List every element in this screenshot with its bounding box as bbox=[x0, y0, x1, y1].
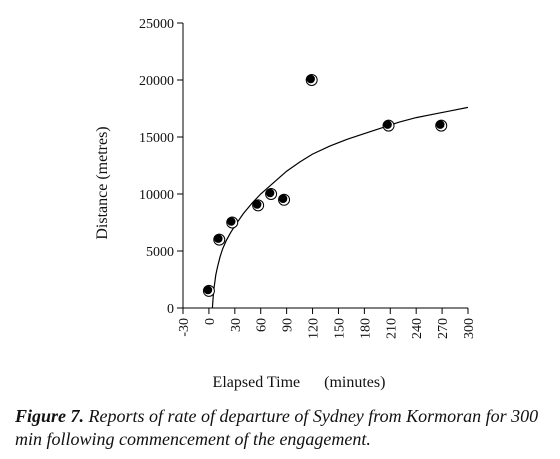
y-tick-label: 15000 bbox=[139, 131, 174, 146]
x-tick-label: 60 bbox=[255, 318, 270, 332]
data-point bbox=[203, 285, 213, 295]
x-tick-label: 240 bbox=[410, 318, 425, 339]
x-tick-label: 150 bbox=[332, 318, 347, 339]
caption-text: Reports of rate of departure of Sydney f… bbox=[15, 406, 539, 449]
data-point bbox=[278, 194, 288, 203]
x-tick-label: 120 bbox=[307, 318, 322, 339]
x-tick-label: 270 bbox=[436, 318, 451, 339]
y-tick-label: 25000 bbox=[139, 17, 174, 32]
x-tick-label: 90 bbox=[281, 318, 296, 332]
x-tick-label: 180 bbox=[358, 318, 373, 339]
x-tick-label: -30 bbox=[177, 318, 192, 337]
x-tick-label: 210 bbox=[384, 318, 399, 339]
y-tick-label: 10000 bbox=[139, 188, 174, 203]
x-tick-label: 300 bbox=[462, 318, 477, 339]
data-point bbox=[252, 200, 262, 209]
x-tick-label: 0 bbox=[203, 318, 218, 325]
x-axis-label: Elapsed Time (minutes) bbox=[213, 374, 386, 391]
data-point bbox=[435, 120, 445, 129]
y-ticks: 0 5000 10000 15000 20000 25000 bbox=[139, 17, 183, 317]
x-ticks: -30 0 30 60 90 120 150 180 210 240 270 300 bbox=[177, 308, 477, 339]
data-point bbox=[383, 120, 392, 129]
fit-curve bbox=[211, 106, 469, 309]
data-points bbox=[202, 74, 448, 297]
figure-caption: Figure 7. Reports of rate of departure o… bbox=[15, 405, 555, 451]
data-point bbox=[265, 188, 275, 198]
y-tick-label: 0 bbox=[167, 302, 174, 317]
caption-label: Figure 7. bbox=[15, 406, 85, 426]
data-point bbox=[226, 217, 236, 226]
data-point bbox=[306, 74, 315, 84]
y-tick-label: 5000 bbox=[146, 245, 174, 260]
data-point bbox=[213, 234, 223, 243]
y-tick-label: 20000 bbox=[139, 74, 174, 89]
x-tick-label: 30 bbox=[229, 318, 244, 332]
y-axis-label: Distance (metres) bbox=[94, 126, 111, 239]
axes bbox=[182, 23, 468, 309]
